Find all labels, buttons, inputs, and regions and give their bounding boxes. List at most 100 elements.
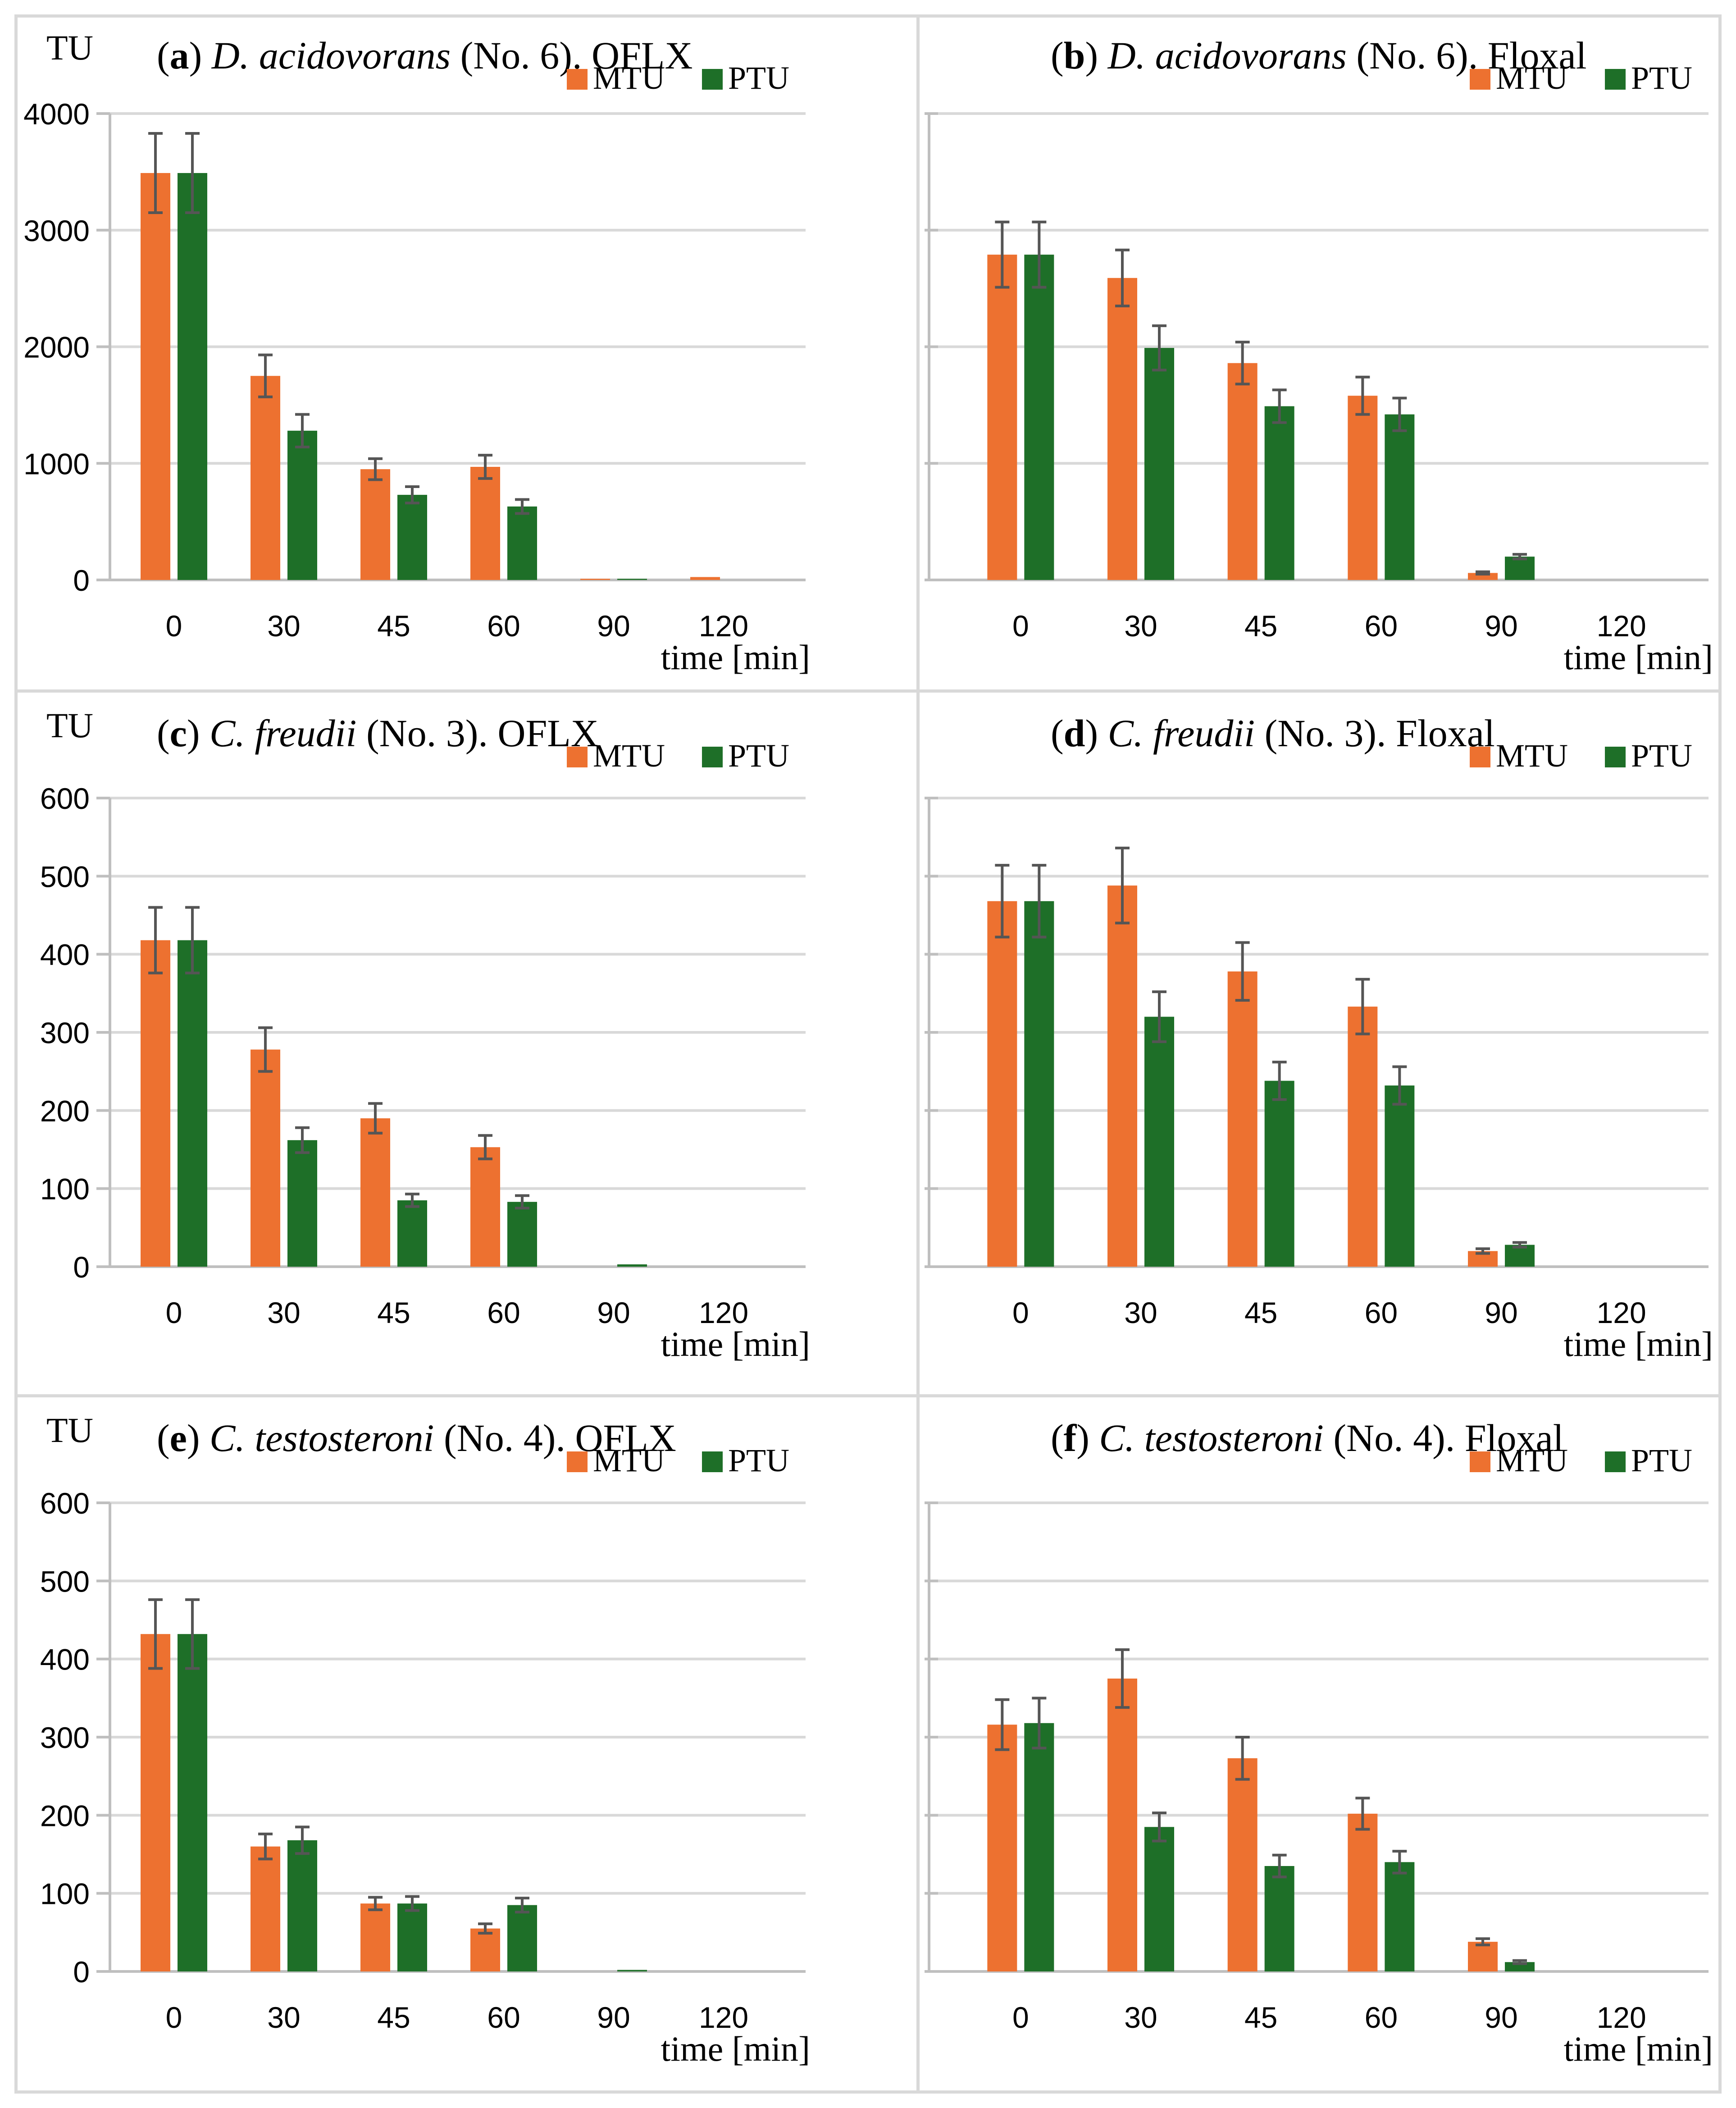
bar-mtu-45: [360, 469, 390, 580]
x-tick-label: 0: [166, 2001, 182, 2034]
y-axis-label-a: TU: [46, 28, 93, 67]
bar-mtu-120: [690, 577, 720, 580]
x-tick-label: 45: [377, 1296, 410, 1329]
legend-label-ptu: PTU: [728, 1442, 789, 1478]
error-bar-ptu-0: [1032, 1697, 1047, 1750]
legend-swatch-ptu: [702, 1451, 723, 1472]
x-tick-label: 60: [487, 2001, 520, 2034]
x-tick-label: 60: [1365, 2001, 1398, 2034]
x-axis-label-c: time [min]: [661, 1324, 810, 1364]
error-bar-mtu-60: [478, 454, 492, 480]
y-axis-label-c: TU: [46, 706, 93, 745]
bar-ptu-0: [178, 1634, 207, 1971]
legend-swatch-ptu: [1605, 747, 1626, 767]
panel-divider-horizontal-2: [14, 1394, 1722, 1397]
bar-mtu-0: [141, 940, 170, 1267]
chart-title-f: (f) C. testosteroni (No. 4). Floxal: [1051, 1416, 1564, 1460]
bar-ptu-90: [1505, 557, 1535, 580]
error-bar-ptu-90: [1513, 553, 1527, 561]
y-tick-label: 0: [73, 1955, 90, 1989]
chart-svg-f: (f) C. testosteroni (No. 4). Floxal 0 30 45…: [925, 1416, 1713, 2068]
error-bar-ptu-0: [1032, 864, 1047, 939]
bar-mtu-60: [470, 1928, 500, 1971]
y-tick-label: 400: [40, 938, 90, 972]
error-bar-ptu-0: [185, 1598, 200, 1670]
bar-ptu-30: [287, 430, 317, 580]
error-bar-mtu-30: [1115, 1648, 1130, 1709]
legend-label-mtu: MTU: [1496, 1442, 1568, 1478]
error-bar-mtu-90: [1476, 570, 1490, 576]
x-axis-label-a: time [min]: [661, 638, 810, 677]
x-tick-label: 30: [267, 2001, 300, 2034]
error-bar-ptu-30: [1152, 990, 1166, 1043]
error-bar-ptu-90: [1513, 1241, 1527, 1249]
error-bar-mtu-30: [1115, 248, 1130, 307]
error-bar-ptu-30: [1152, 324, 1166, 372]
legend-label-ptu: PTU: [728, 60, 789, 96]
x-tick-label: 30: [267, 1296, 300, 1329]
legend-swatch-mtu: [1470, 1451, 1490, 1472]
y-tick-label: 1000: [23, 447, 90, 480]
legend-swatch-mtu: [1470, 747, 1490, 767]
bar-ptu-0: [1024, 255, 1054, 580]
chart-title-c: (c) C. freudii (No. 3). OFLX: [157, 712, 599, 755]
error-bar-mtu-45: [1235, 1736, 1250, 1781]
error-bar-mtu-0: [148, 906, 163, 975]
x-tick-label: 60: [1365, 609, 1398, 643]
bar-ptu-90: [617, 579, 647, 580]
chart-svg-b: (b) D. acidovorans (No. 6). Floxal 0 30 45 6…: [925, 34, 1713, 677]
error-bar-ptu-0: [185, 906, 200, 975]
error-bar-mtu-60: [1355, 1797, 1370, 1831]
x-axis-label-d: time [min]: [1564, 1324, 1713, 1364]
error-bar-mtu-30: [1115, 846, 1130, 925]
bar-ptu-30: [1144, 348, 1174, 580]
x-tick-label: 60: [487, 1296, 520, 1329]
x-tick-label: 45: [377, 609, 410, 643]
bar-mtu-60: [1348, 396, 1378, 580]
bar-mtu-90: [580, 579, 610, 580]
y-tick-label: 400: [40, 1643, 90, 1676]
bar-ptu-90: [617, 1264, 647, 1267]
error-bar-ptu-45: [405, 1895, 419, 1912]
bar-ptu-45: [1264, 1866, 1294, 1971]
legend-label-mtu: MTU: [1496, 60, 1568, 96]
x-tick-label: 45: [1244, 609, 1277, 643]
y-tick-label: 200: [40, 1799, 90, 1832]
error-bar-mtu-45: [368, 1896, 383, 1912]
chart-svg-a: (a) D. acidovorans (No. 6). OFLX TU 0 1000 2…: [23, 28, 810, 677]
x-axis-label-b: time [min]: [1564, 638, 1713, 677]
bar-ptu-90: [617, 1970, 647, 1971]
chart-svg-c: (c) C. freudii (No. 3). OFLXTU0100200300…: [40, 706, 810, 1364]
error-bar-mtu-0: [148, 132, 163, 214]
y-tick-label: 600: [40, 1487, 90, 1520]
legend-swatch-mtu: [567, 1451, 588, 1472]
x-tick-label: 45: [377, 2001, 410, 2034]
y-tick-label: 300: [40, 1721, 90, 1754]
bar-mtu-45: [360, 1903, 390, 1971]
bar-mtu-30: [1107, 1679, 1137, 1971]
x-tick-label: 120: [1597, 609, 1646, 643]
error-bar-ptu-90: [1513, 1959, 1527, 1965]
bar-mtu-45: [360, 1118, 390, 1267]
error-bar-ptu-30: [295, 1126, 310, 1154]
x-tick-label: 90: [1485, 2001, 1517, 2034]
x-tick-label: 120: [699, 2001, 748, 2034]
bar-ptu-30: [287, 1840, 317, 1971]
y-tick-label: 3000: [23, 214, 90, 247]
legend-swatch-ptu: [702, 747, 723, 767]
legend-label-mtu: MTU: [593, 738, 665, 774]
bar-ptu-60: [1385, 1862, 1415, 1971]
error-bar-ptu-60: [515, 498, 529, 515]
legend-label-ptu: PTU: [1631, 60, 1692, 96]
x-axis-label-e: time [min]: [661, 2029, 810, 2068]
bar-mtu-90: [1468, 1942, 1498, 1971]
bar-mtu-30: [251, 376, 280, 580]
bar-mtu-30: [251, 1846, 280, 1971]
bar-mtu-45: [1227, 1758, 1258, 1971]
x-tick-label: 60: [487, 609, 520, 643]
chart-panel-f: (f) C. testosteroni (No. 4). Floxal 0 30 45…: [925, 1401, 1722, 2068]
bar-mtu-0: [987, 901, 1017, 1267]
figure-border: [14, 14, 1722, 2094]
error-bar-ptu-30: [295, 1825, 310, 1855]
